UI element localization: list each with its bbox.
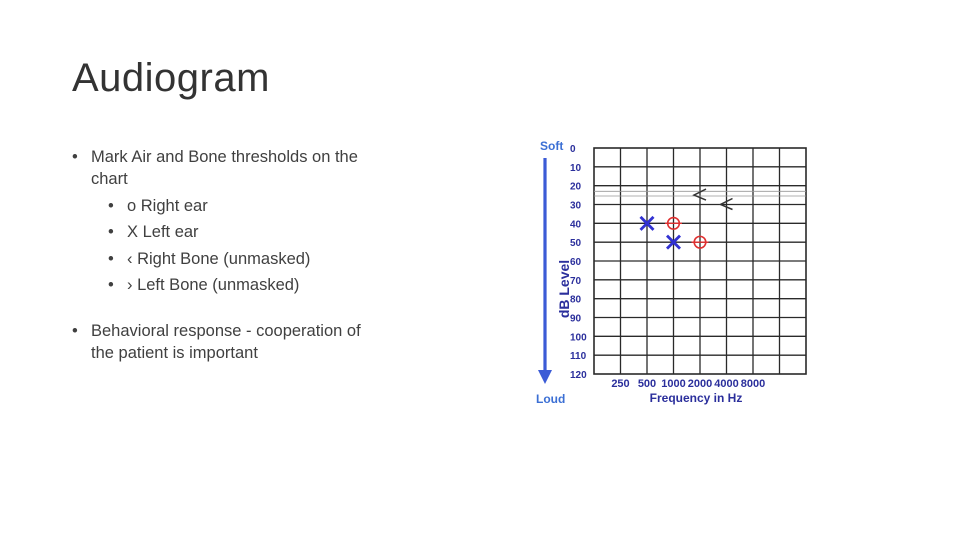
y-axis-label: dB Level bbox=[556, 260, 572, 318]
y-tick-label: 70 bbox=[570, 276, 582, 287]
y-tick-label: 60 bbox=[570, 257, 582, 268]
y-tick-label: 10 bbox=[570, 163, 582, 174]
left-ear-x-marker bbox=[666, 234, 681, 250]
x-tick-label: 2000 bbox=[688, 378, 712, 390]
y-tick-label: 80 bbox=[570, 295, 582, 306]
right-bone-marker bbox=[718, 197, 733, 211]
y-tick-label: 30 bbox=[570, 201, 582, 212]
sub-bullet-right-bone: • ‹ Right Bone (unmasked) bbox=[108, 249, 311, 268]
x-axis-label: Frequency in Hz bbox=[650, 391, 743, 405]
sub-bullet-text: o Right ear bbox=[127, 196, 208, 215]
loudness-arrow-head bbox=[538, 370, 552, 384]
slide-title: Audiogram bbox=[72, 56, 270, 100]
x-tick-label: 4000 bbox=[714, 378, 738, 390]
y-tick-label: 40 bbox=[570, 219, 582, 230]
y-tick-label: 100 bbox=[570, 332, 587, 343]
sub-bullet-text: › Left Bone (unmasked) bbox=[127, 276, 300, 295]
sub-bullet-left-ear: • X Left ear bbox=[108, 223, 199, 242]
bullet-item: Behavioral response - cooperation of the… bbox=[72, 320, 372, 364]
left-ear-x-marker bbox=[639, 215, 655, 231]
x-tick-label: 1000 bbox=[661, 378, 685, 390]
audiogram-chart: 0 10 20 30 40 50 60 70 80 90 100 110 120 250 500 1000 20… bbox=[536, 139, 807, 406]
loud-label: Loud bbox=[536, 392, 565, 406]
y-tick-label: 20 bbox=[570, 182, 582, 193]
right-bone-marker bbox=[692, 188, 707, 201]
sub-bullet-text: ‹ Right Bone (unmasked) bbox=[127, 249, 311, 268]
x-tick-label: 500 bbox=[638, 378, 656, 390]
y-tick-label: 50 bbox=[570, 238, 582, 249]
sub-bullet-left-bone: • › Left Bone (unmasked) bbox=[108, 276, 300, 295]
x-tick-label: 8000 bbox=[741, 378, 765, 390]
y-tick-label: 0 bbox=[570, 144, 576, 155]
sub-bullet-right-ear: • o Right ear bbox=[108, 196, 208, 215]
soft-label: Soft bbox=[540, 139, 563, 153]
y-tick-label: 120 bbox=[570, 370, 587, 381]
bullet-list: Mark Air and Bone thresholds on the char… bbox=[72, 146, 372, 364]
x-tick-label: 250 bbox=[611, 378, 629, 390]
sub-bullet-text: X Left ear bbox=[127, 223, 199, 242]
bullet-item: Mark Air and Bone thresholds on the char… bbox=[72, 146, 372, 190]
y-tick-label: 110 bbox=[570, 351, 587, 362]
y-tick-label: 90 bbox=[570, 314, 582, 325]
